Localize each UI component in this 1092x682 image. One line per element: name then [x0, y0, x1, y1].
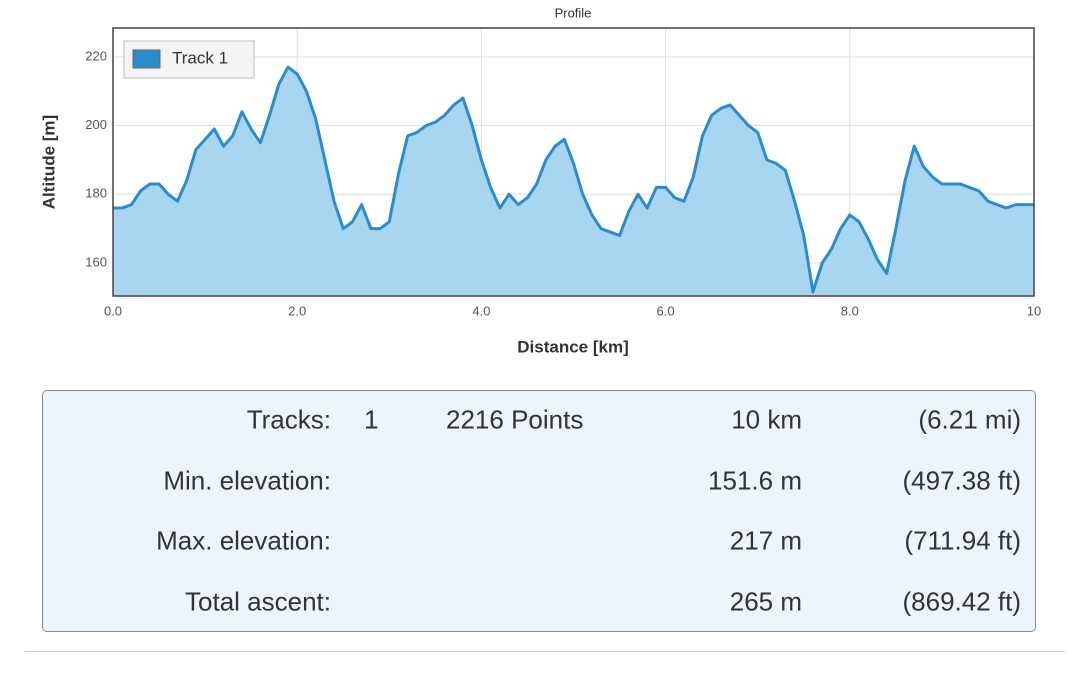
x-tick-label: 2.0: [288, 303, 306, 318]
stat-imperial: (497.38 ft): [902, 465, 1021, 495]
x-tick-label: 8.0: [841, 303, 859, 318]
legend-swatch: [132, 49, 161, 69]
stat-label: Tracks:: [246, 404, 331, 435]
area-fill: [113, 67, 1034, 297]
stat-metric: 10 km: [731, 404, 802, 435]
stats-panel: Tracks: 1 2216 Points 10 km (6.21 mi) Min. el…: [42, 390, 1036, 632]
chart-title: Profile: [555, 5, 592, 20]
stat-count: 1: [364, 404, 379, 435]
divider: [25, 651, 1065, 652]
x-tick-label: 10: [1027, 303, 1041, 318]
legend-label: Track 1: [172, 48, 228, 67]
profile-line: [113, 65, 1034, 294]
x-tick-label: 4.0: [472, 303, 490, 318]
stat-imperial: (869.42 ft): [902, 586, 1021, 616]
y-tick-label: 220: [85, 48, 107, 63]
stat-label: Total ascent:: [185, 586, 331, 616]
stat-imperial: (711.94 ft): [904, 525, 1021, 556]
stat-metric: 151.6 m: [708, 465, 802, 495]
stat-metric: 265 m: [729, 586, 802, 616]
plot-frame: [112, 27, 1035, 297]
x-tick-label: 6.0: [657, 303, 675, 318]
x-tick-label: 0.0: [104, 303, 122, 318]
y-tick-label: 180: [85, 186, 107, 201]
x-axis-label: Distance [km]: [517, 337, 628, 356]
y-axis-label: Altitude [m]: [39, 115, 58, 209]
stat-metric: 217 m: [729, 525, 802, 556]
y-tick-label: 160: [85, 254, 107, 269]
stat-label: Min. elevation:: [163, 465, 331, 495]
stat-points: 2216 Points: [446, 404, 584, 435]
chart: Profile Distance [km] Altitude [m] 160 18…: [39, 5, 1041, 356]
stat-imperial: (6.21 mi): [918, 404, 1021, 435]
stat-label: Max. elevation:: [156, 525, 331, 556]
y-tick-label: 200: [85, 117, 107, 132]
